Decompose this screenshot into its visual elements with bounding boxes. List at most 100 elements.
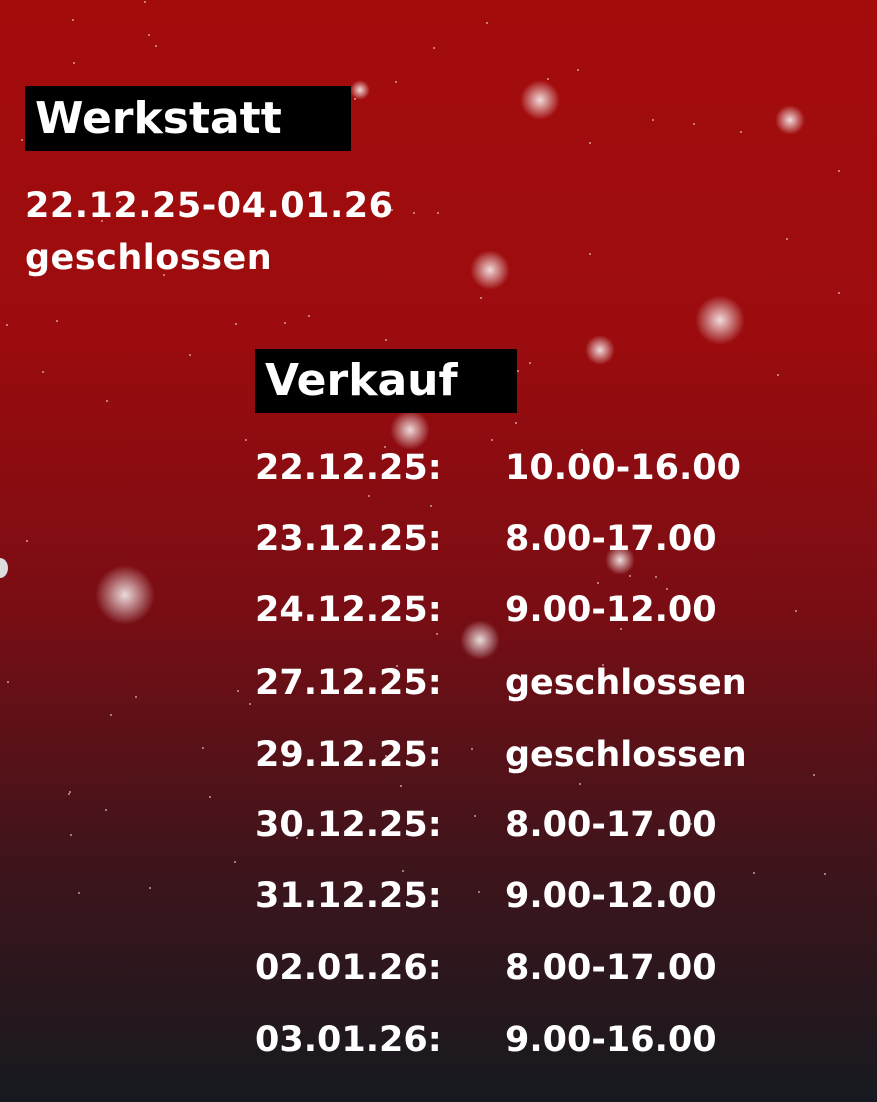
sparkle	[350, 80, 370, 100]
star-dot	[231, 213, 234, 216]
star-dot	[69, 833, 72, 836]
star-dot	[693, 122, 696, 125]
star-dot	[78, 891, 81, 894]
star-dot	[105, 399, 108, 402]
star-dot	[651, 118, 654, 121]
star-dot	[149, 887, 152, 890]
star-dot	[837, 292, 840, 295]
sparkle	[585, 335, 615, 365]
star-dot	[478, 890, 481, 893]
werkstatt-dates: 22.12.25-04.01.26	[25, 186, 394, 226]
schedule-hours: geschlossen	[505, 663, 747, 703]
star-dot	[234, 323, 237, 326]
schedule-date: 23.12.25:	[255, 519, 442, 559]
star-dot	[838, 170, 841, 173]
schedule-date: 27.12.25:	[255, 663, 442, 703]
star-dot	[201, 266, 204, 269]
star-dot	[516, 369, 519, 372]
star-dot	[308, 315, 311, 318]
star-dot	[395, 664, 398, 667]
star-dot	[25, 540, 28, 543]
star-dot	[436, 632, 439, 635]
sparkle	[460, 620, 500, 660]
schedule-date: 24.12.25:	[255, 590, 442, 630]
star-dot	[353, 98, 356, 101]
schedule-row: 03.01.26: 9.00-16.00	[255, 1020, 815, 1070]
carousel-indicator[interactable]	[0, 558, 8, 578]
schedule-hours: 9.00-12.00	[505, 876, 717, 916]
star-dot	[134, 695, 137, 698]
star-dot	[690, 823, 693, 826]
star-dot	[491, 438, 494, 441]
star-dot	[188, 354, 191, 357]
schedule-hours: 10.00-16.00	[505, 448, 741, 488]
star-dot	[56, 320, 59, 323]
schedule-row: 30.12.25: 8.00-17.00	[255, 805, 815, 855]
star-dot	[402, 870, 405, 873]
star-dot	[105, 809, 108, 812]
schedule-date: 02.01.26:	[255, 948, 442, 988]
star-dot	[249, 703, 252, 706]
schedule-row: 29.12.25: geschlossen	[255, 735, 815, 785]
star-dot	[752, 871, 755, 874]
star-dot	[209, 795, 212, 798]
star-dot	[384, 754, 387, 757]
star-dot	[589, 252, 592, 255]
star-dot	[385, 339, 388, 342]
star-dot	[163, 273, 166, 276]
schedule-hours: 9.00-12.00	[505, 590, 717, 630]
star-dot	[430, 504, 433, 507]
schedule-hours: 8.00-17.00	[505, 805, 717, 845]
star-dot	[823, 872, 826, 875]
schedule-hours: 8.00-17.00	[505, 948, 717, 988]
star-dot	[7, 680, 10, 683]
schedule-date: 31.12.25:	[255, 876, 442, 916]
schedule-date: 22.12.25:	[255, 448, 442, 488]
star-dot	[412, 212, 415, 215]
star-dot	[515, 422, 518, 425]
star-dot	[786, 238, 788, 241]
star-dot	[812, 774, 815, 777]
star-dot	[579, 782, 582, 785]
star-dot	[394, 81, 397, 84]
star-dot	[296, 837, 299, 840]
star-dot	[237, 689, 240, 692]
star-dot	[433, 46, 436, 49]
star-dot	[794, 610, 797, 613]
star-dot	[739, 131, 742, 134]
schedule-row: 02.01.26: 8.00-17.00	[255, 948, 815, 998]
schedule-date: 03.01.26:	[255, 1020, 442, 1060]
schedule-row: 27.12.25: geschlossen	[255, 663, 815, 713]
star-dot	[72, 61, 75, 64]
star-dot	[109, 713, 112, 716]
schedule-date: 29.12.25:	[255, 735, 442, 775]
star-dot	[390, 209, 393, 212]
star-dot	[776, 374, 779, 377]
schedule-row: 31.12.25: 9.00-12.00	[255, 876, 815, 926]
star-dot	[154, 45, 157, 48]
star-dot	[67, 792, 70, 795]
star-dot	[437, 211, 440, 214]
star-dot	[547, 77, 550, 80]
sparkle	[775, 105, 805, 135]
star-dot	[367, 495, 370, 498]
sparkle	[95, 565, 155, 625]
star-dot	[589, 142, 592, 145]
schedule-row: 23.12.25: 8.00-17.00	[255, 519, 815, 569]
star-dot	[528, 361, 531, 364]
star-dot	[68, 790, 71, 793]
star-dot	[665, 587, 668, 590]
sparkle	[605, 545, 635, 575]
star-dot	[147, 33, 150, 36]
star-dot	[655, 576, 658, 579]
schedule-row: 24.12.25: 9.00-12.00	[255, 590, 815, 640]
star-dot	[6, 323, 9, 326]
star-dot	[144, 0, 147, 3]
sparkle	[695, 295, 745, 345]
schedule-hours: geschlossen	[505, 735, 747, 775]
star-dot	[71, 18, 74, 21]
star-dot	[471, 747, 474, 750]
star-dot	[283, 321, 286, 324]
star-dot	[400, 785, 403, 788]
star-dot	[486, 21, 489, 24]
